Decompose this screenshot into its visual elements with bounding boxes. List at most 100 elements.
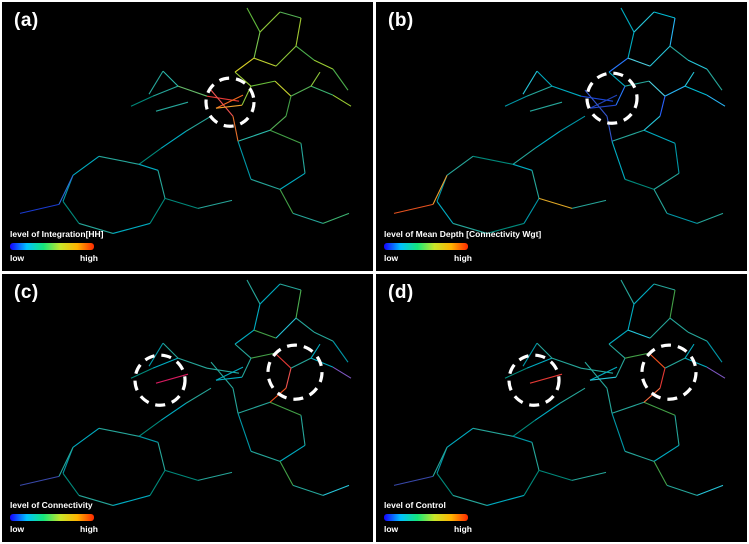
axial-line xyxy=(393,203,434,214)
axial-line xyxy=(72,427,100,448)
axial-line xyxy=(669,289,676,318)
axial-line xyxy=(472,155,514,165)
panel-label-a: (a) xyxy=(14,10,39,31)
axial-line xyxy=(274,352,292,369)
axial-line xyxy=(285,96,292,117)
axial-line xyxy=(653,282,676,291)
axial-line xyxy=(232,116,239,142)
axial-line xyxy=(472,427,514,437)
axial-line xyxy=(504,95,528,107)
legend-c: level of Connectivity low high xyxy=(10,500,98,534)
legend-title: level of Integration[HH] xyxy=(10,228,104,239)
axial-line xyxy=(531,170,540,199)
axial-line xyxy=(237,401,271,414)
axial-line xyxy=(504,367,528,379)
axial-line xyxy=(659,367,666,388)
axial-line xyxy=(687,331,708,342)
axial-line xyxy=(295,17,302,47)
axial-line xyxy=(648,352,666,369)
axial-line xyxy=(522,70,538,95)
axial-line xyxy=(666,484,698,496)
panel-d: (d) level of Control low high xyxy=(376,273,747,542)
axial-line xyxy=(526,85,553,97)
axial-line xyxy=(279,189,294,214)
axial-line xyxy=(653,172,680,190)
axial-line xyxy=(250,352,276,359)
axial-line xyxy=(669,317,689,333)
axial-line xyxy=(253,303,261,330)
axial-line xyxy=(571,471,607,481)
axial-line xyxy=(155,101,189,112)
axial-line xyxy=(643,401,676,416)
legend-range-labels: low high xyxy=(384,524,472,534)
panel-label-d: (d) xyxy=(388,281,414,303)
axial-line xyxy=(295,289,302,318)
axial-line xyxy=(215,376,243,381)
axial-map-d xyxy=(393,279,726,506)
axial-line xyxy=(633,11,655,33)
axial-line xyxy=(611,401,645,414)
axial-line xyxy=(148,70,164,95)
axial-line xyxy=(164,469,199,481)
legend-high-label: high xyxy=(454,252,472,263)
axial-line xyxy=(627,57,651,67)
axial-line xyxy=(523,469,540,496)
legend-low-label: low xyxy=(10,524,25,534)
axial-line xyxy=(624,450,655,462)
axial-line xyxy=(608,71,626,87)
legend-low-label: low xyxy=(10,252,25,263)
legend-title: level of Mean Depth [Connectivity Wgt] xyxy=(384,228,542,239)
axial-line xyxy=(643,129,676,144)
panel-label-b: (b) xyxy=(388,10,414,31)
panel-label-c: (c) xyxy=(14,281,39,303)
axial-line xyxy=(611,141,626,180)
axial-line xyxy=(687,59,708,70)
axial-line xyxy=(674,143,680,174)
axial-line xyxy=(669,17,676,47)
axial-line xyxy=(164,197,199,209)
axial-line xyxy=(62,201,80,224)
axial-line xyxy=(706,68,723,91)
axial-line xyxy=(538,197,573,209)
legend-d: level of Control low high xyxy=(384,500,472,534)
axial-line xyxy=(627,303,635,330)
legend-high-label: high xyxy=(80,524,98,534)
axial-line xyxy=(653,11,676,19)
axial-line xyxy=(512,163,533,171)
axial-line xyxy=(253,57,277,67)
axial-line xyxy=(706,340,723,362)
axial-line xyxy=(138,147,162,165)
axial-line xyxy=(559,115,586,132)
axial-line xyxy=(157,170,166,199)
legend-low-label: low xyxy=(384,524,399,534)
axial-line xyxy=(332,366,352,379)
axial-line xyxy=(206,95,240,102)
axial-line xyxy=(436,472,454,496)
axial-line xyxy=(627,329,651,339)
axial-line xyxy=(446,155,474,176)
axial-line xyxy=(98,155,140,165)
axial-line xyxy=(684,343,695,358)
axial-line xyxy=(58,175,74,205)
axial-line xyxy=(162,70,179,87)
axial-line xyxy=(649,45,671,67)
axial-line xyxy=(279,282,302,291)
axial-line xyxy=(157,441,166,470)
axial-line xyxy=(72,155,100,176)
axial-line xyxy=(512,435,533,443)
axial-line xyxy=(232,387,239,413)
axial-line xyxy=(58,446,74,477)
axial-line xyxy=(197,199,233,209)
legend-low-label: low xyxy=(384,252,399,263)
axial-line xyxy=(648,80,666,97)
axial-map-c xyxy=(19,279,352,506)
axial-line xyxy=(633,283,655,304)
axial-line xyxy=(246,279,261,304)
axial-line xyxy=(292,212,324,224)
axial-line xyxy=(313,331,334,342)
axial-line xyxy=(313,59,334,70)
axial-line xyxy=(112,494,151,506)
axial-line xyxy=(393,475,434,486)
axial-line xyxy=(589,104,617,109)
axial-line xyxy=(292,484,324,496)
